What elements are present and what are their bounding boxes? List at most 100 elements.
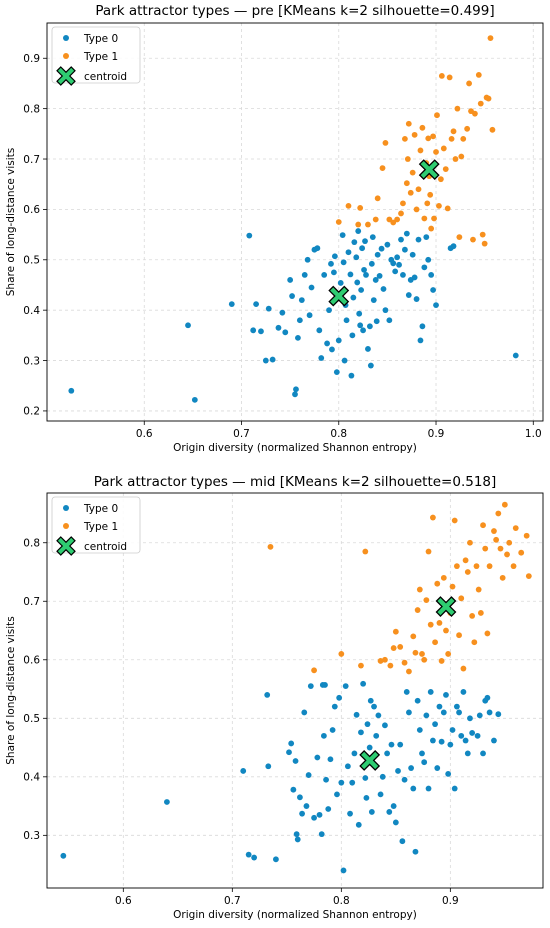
chart-0-type1-point	[458, 153, 465, 160]
chart-1-type0-point	[355, 821, 362, 828]
chart-0-type0-point	[433, 302, 439, 309]
chart-1-type1-point	[392, 628, 399, 635]
chart-0-y-tick-label: 0.7	[23, 154, 40, 166]
chart-1-type1-point	[423, 597, 430, 603]
chart-1-y-tick-label: 0.5	[23, 713, 40, 725]
chart-1-type0-point	[325, 806, 332, 812]
chart-0-type0-point	[512, 352, 519, 359]
chart-1-type0-point	[342, 683, 349, 690]
chart-0-type1-point	[448, 135, 455, 142]
chart-0-type1-point	[430, 133, 436, 140]
chart-1-type0-point	[297, 794, 303, 801]
chart-0-type0-point	[321, 272, 328, 278]
chart-1-type0-point	[293, 831, 300, 838]
chart-1-legend-centroid-marker	[56, 536, 76, 556]
chart-0-type1-point	[345, 202, 352, 209]
chart-0-type0-point	[360, 327, 366, 334]
chart-0-type0-point	[394, 254, 401, 261]
chart-1-type1-point	[358, 662, 364, 669]
chart-0-type0-point	[402, 246, 408, 253]
chart-0-type0-point	[324, 340, 330, 347]
chart-0-type0-point	[374, 251, 381, 258]
chart-1-type0-point	[408, 765, 414, 771]
chart-0-type1-point	[398, 210, 404, 217]
chart-0-x-tick-label: 1.0	[525, 428, 542, 440]
chart-1-type0-point	[344, 763, 351, 770]
chart-1-type1-point	[445, 651, 452, 657]
chart-0-legend-marker	[63, 53, 69, 59]
chart-1-type1-point	[480, 522, 486, 529]
chart-0-type0-point	[356, 310, 363, 317]
chart-1-type1-point	[456, 632, 462, 639]
chart-0-type1-point	[472, 110, 478, 117]
chart-1-y-tick-label: 0.8	[23, 538, 40, 550]
chart-0-type1-point	[421, 215, 428, 222]
chart-1-type0-point	[314, 754, 321, 761]
chart-0-type1-point	[372, 216, 379, 223]
chart-0-y-tick-label: 0.3	[23, 355, 40, 367]
chart-1-plot-area	[47, 493, 543, 888]
chart-0-type0-point	[405, 292, 412, 298]
chart-0-type0-point	[373, 318, 380, 325]
chart-0-type1-point	[452, 156, 459, 162]
chart-1-type0-point	[360, 680, 367, 687]
chart-1-y-tick-label: 0.7	[23, 596, 40, 608]
chart-0-type0-point	[403, 230, 410, 237]
chart-1-type0-point	[469, 730, 476, 736]
chart-0-type0-point	[349, 332, 356, 339]
chart-0-type1-point	[436, 202, 442, 209]
chart-0-type0-point	[392, 268, 399, 275]
chart-1-type1-point	[387, 662, 394, 669]
chart-0-centroid-marker	[328, 285, 350, 307]
chart-0-type0-point	[306, 312, 313, 319]
chart-0-type0-point	[296, 317, 303, 324]
chart-1-y-tick-label: 0.4	[23, 772, 40, 784]
chart-1-type0-point	[416, 727, 423, 733]
chart-0-type0-point	[357, 322, 364, 329]
chart-0-type0-point	[428, 272, 435, 278]
chart-1-type0-point	[327, 756, 334, 763]
chart-0-type0-point	[335, 337, 342, 344]
chart-1-type0-point	[240, 768, 247, 774]
chart-0-type1-point	[400, 200, 406, 207]
chart-0-type0-point	[289, 293, 295, 299]
chart-1-type0-point	[386, 809, 393, 815]
chart-0-type1-point	[409, 169, 416, 176]
chart-1-type1-point	[427, 621, 434, 628]
chart-1-type0-point	[334, 791, 340, 798]
chart-1-type1-point	[453, 563, 460, 570]
chart-1-type0-point	[307, 683, 314, 690]
chart-1-type1-point	[451, 517, 458, 524]
chart-0-type0-point	[367, 362, 374, 369]
chart-1-type1-point	[495, 510, 502, 517]
chart-0-type0-point	[269, 356, 276, 363]
chart-1-type0-point	[265, 763, 272, 770]
chart-0-type0-point	[314, 245, 321, 252]
chart-0-type0-point	[358, 287, 365, 293]
chart-0-type0-point	[382, 307, 389, 314]
chart-1-type1-point	[443, 627, 449, 634]
chart-0-type0-point	[337, 280, 344, 286]
chart-1-type0-point	[495, 711, 502, 718]
chart-1-type0-point	[351, 750, 358, 757]
chart-0-type0-point	[396, 261, 402, 268]
chart-1-type0-point	[410, 785, 417, 792]
chart-1-type0-point	[476, 712, 483, 719]
chart-0-type0-point	[326, 307, 332, 314]
chart-0-type1-point	[425, 135, 432, 142]
chart-0-type1-point	[442, 166, 449, 173]
chart-1-type1-point	[377, 658, 384, 664]
chart-1-type0-point	[440, 709, 447, 716]
chart-0-x-tick-label: 0.9	[428, 428, 445, 440]
chart-0-type0-point	[355, 228, 362, 234]
chart-0-type0-point	[292, 391, 298, 398]
chart-1-type0-point	[388, 741, 395, 748]
chart-0-type1-point	[405, 120, 412, 127]
chart-0-type1-point	[365, 221, 371, 228]
chart-0-y-tick-label: 0.5	[23, 255, 40, 267]
chart-1-type0-point	[384, 750, 391, 757]
chart-1-type1-point	[501, 501, 508, 508]
chart-1-type0-point	[449, 727, 456, 733]
chart-1-type0-point	[421, 759, 428, 766]
chart-1-type0-point	[403, 689, 410, 695]
